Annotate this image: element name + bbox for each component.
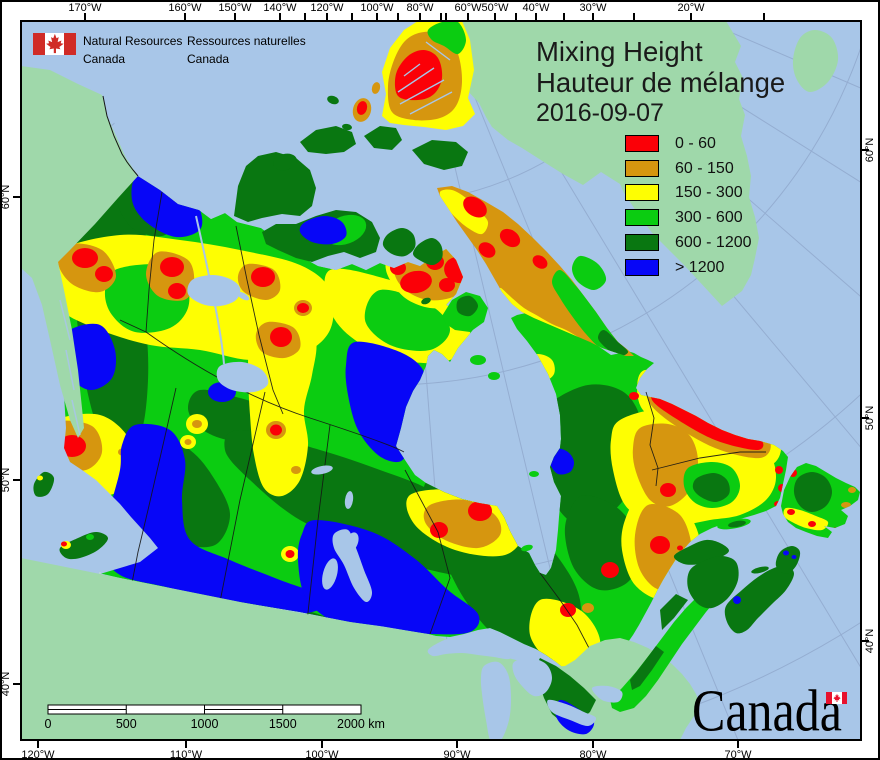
svg-text:120°W: 120°W — [310, 2, 344, 14]
svg-text:70°W: 70°W — [724, 749, 752, 760]
svg-text:40°N: 40°N — [0, 672, 12, 697]
svg-text:50°W: 50°W — [481, 2, 509, 14]
svg-text:1500: 1500 — [269, 717, 297, 731]
svg-text:140°W: 140°W — [263, 2, 297, 14]
svg-text:90°W: 90°W — [443, 749, 471, 760]
svg-text:500: 500 — [116, 717, 137, 731]
svg-text:80°W: 80°W — [579, 749, 607, 760]
svg-text:2000 km: 2000 km — [337, 717, 385, 731]
svg-text:170°W: 170°W — [68, 2, 102, 14]
svg-text:100°W: 100°W — [360, 2, 394, 14]
svg-text:160°W: 160°W — [168, 2, 202, 14]
svg-text:40°N: 40°N — [864, 629, 876, 654]
svg-text:110°W: 110°W — [170, 749, 203, 760]
svg-text:0: 0 — [45, 717, 52, 731]
svg-text:20°W: 20°W — [677, 2, 705, 14]
svg-text:50°N: 50°N — [864, 406, 876, 431]
svg-text:60°W: 60°W — [454, 2, 482, 14]
svg-text:100°W: 100°W — [305, 749, 339, 760]
svg-text:30°W: 30°W — [579, 2, 607, 14]
svg-text:120°W: 120°W — [21, 749, 55, 760]
svg-text:80°W: 80°W — [406, 2, 434, 14]
svg-text:60°N: 60°N — [864, 138, 876, 163]
svg-text:1000: 1000 — [191, 717, 219, 731]
svg-text:150°W: 150°W — [218, 2, 252, 14]
svg-text:50°N: 50°N — [0, 468, 12, 493]
svg-text:60°N: 60°N — [0, 185, 12, 210]
svg-text:40°W: 40°W — [522, 2, 550, 14]
